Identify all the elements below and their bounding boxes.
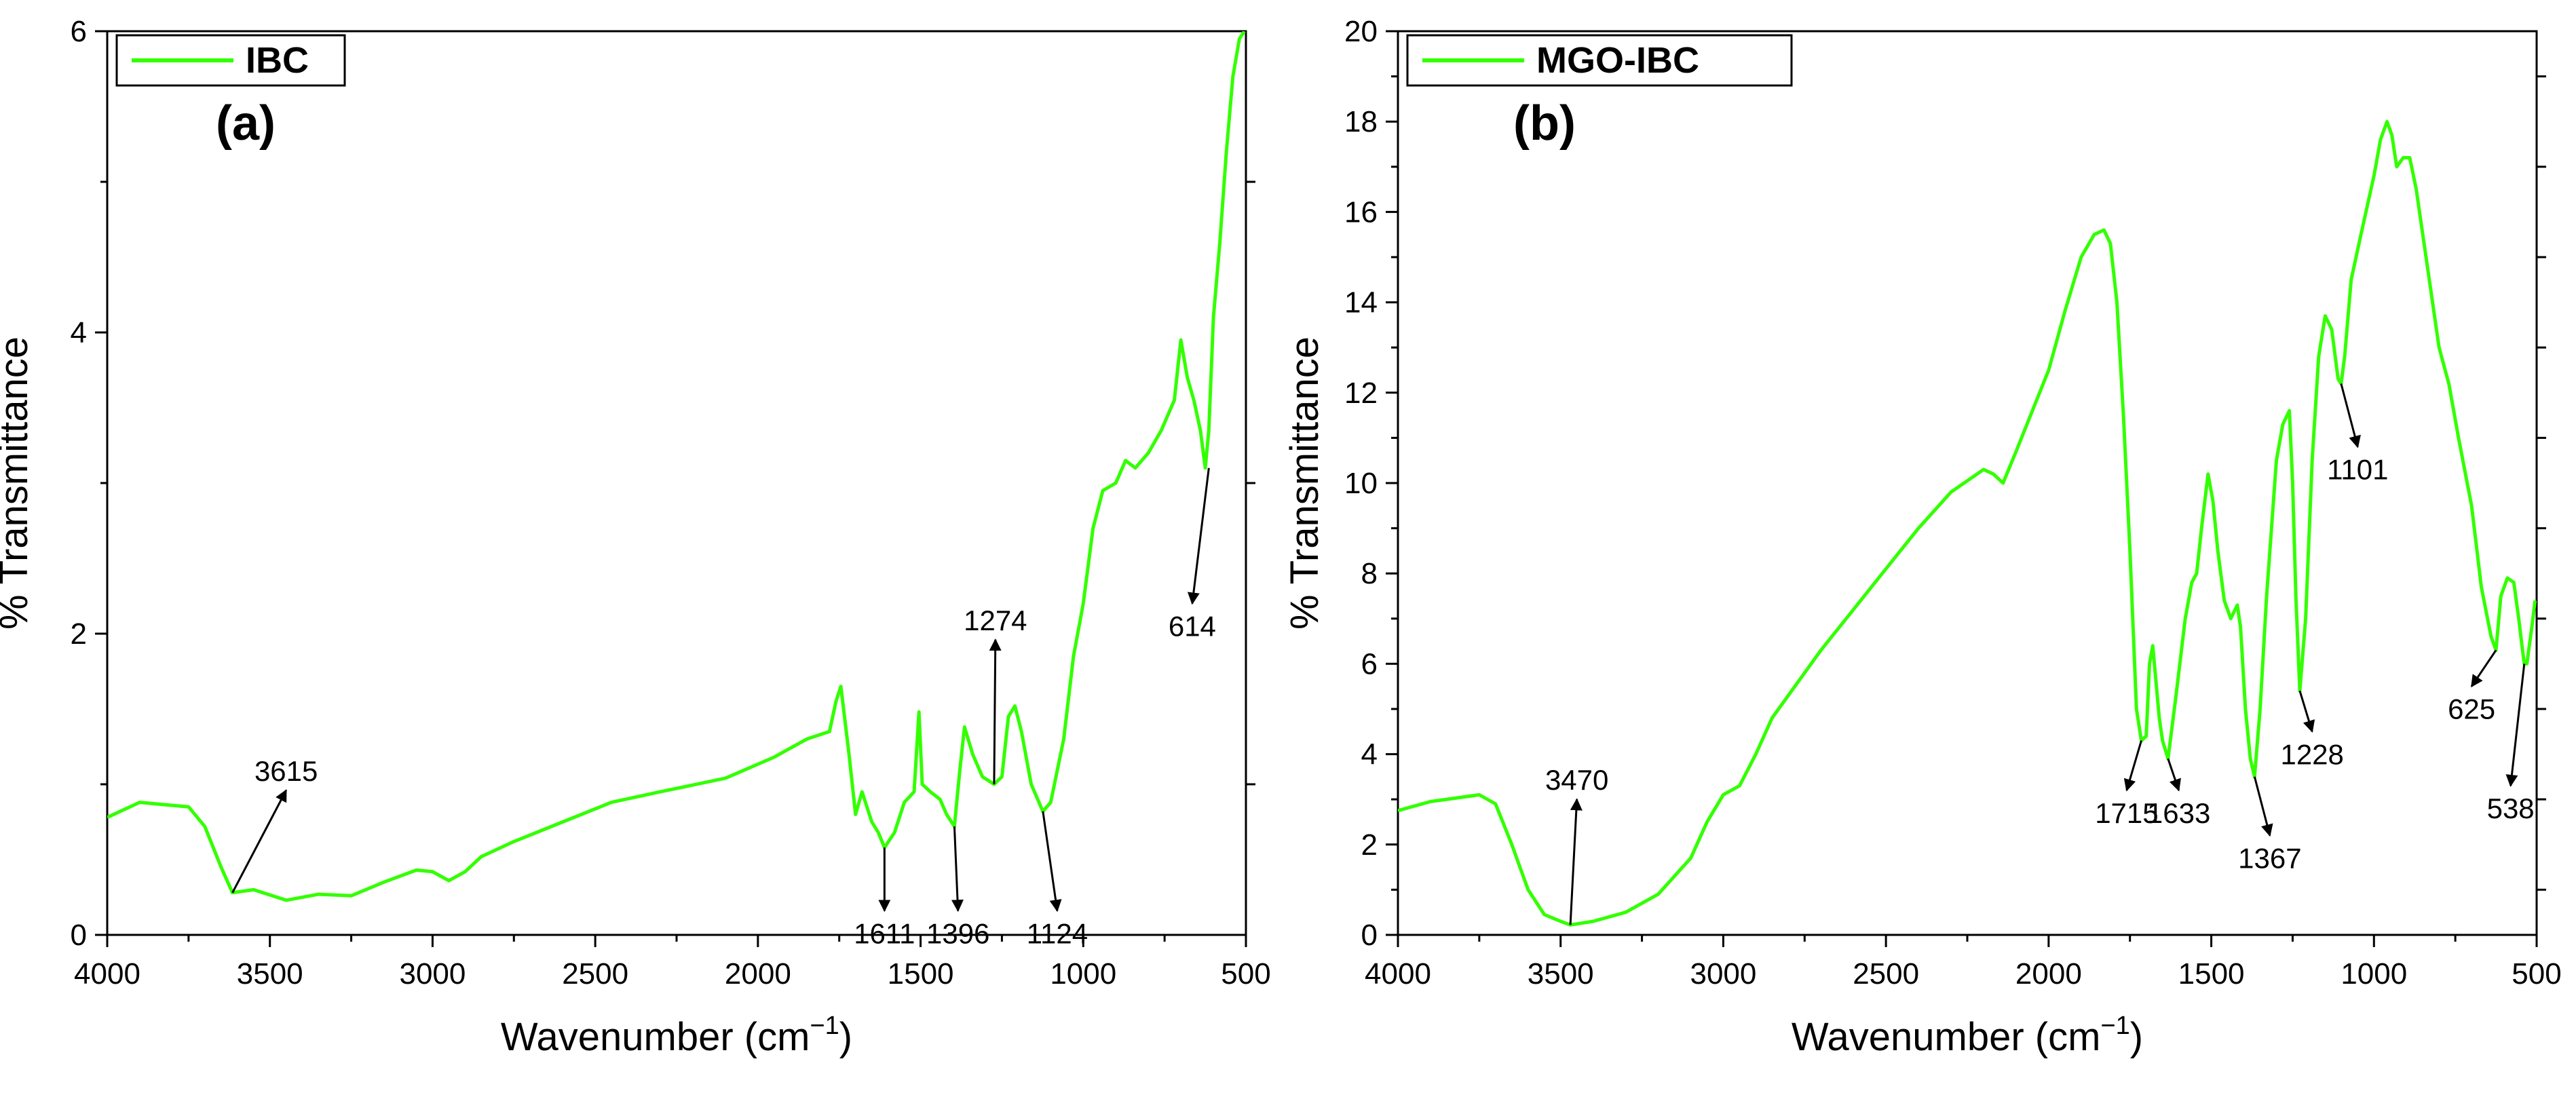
x-axis-label-superscript: −1: [2100, 1012, 2129, 1040]
annotation-arrow: [2123, 740, 2142, 792]
annotation-arrow: [2167, 758, 2181, 792]
x-tick-label: 2500: [562, 957, 628, 991]
x-tick-label: 500: [2512, 957, 2561, 991]
annotation-arrow: [951, 826, 964, 912]
chart-panel-a: 4000 3500 3000 2500 2000 1500 1000 500 0 2 4 6 Waven…: [0, 15, 1271, 1059]
y-tick-label: 18: [1344, 105, 1378, 138]
x-tick-label: 3500: [237, 957, 303, 991]
y-tick-label: 6: [1361, 647, 1378, 680]
annotation-label: 1611: [854, 917, 915, 949]
annotation-label: 614: [1169, 611, 1216, 642]
y-tick-label: 12: [1344, 377, 1378, 410]
x-tick-label: 1000: [2341, 957, 2407, 991]
annotation-label: 1228: [2280, 738, 2343, 770]
x-axis-label-close: ): [839, 1015, 852, 1059]
x-tick-label: 2500: [1853, 957, 1919, 991]
annotation-label: 1367: [2238, 842, 2301, 874]
x-axis-label-superscript: −1: [810, 1012, 839, 1040]
y-tick-label: 4: [1361, 738, 1378, 771]
legend-label: MGO-IBC: [1536, 40, 1699, 81]
x-axis-label-text: Wavenumber (cm: [1792, 1015, 2101, 1059]
x-tick-label: 1500: [888, 957, 954, 991]
annotation-label: 3615: [254, 755, 318, 787]
series-line-ibc: [107, 31, 1246, 902]
annotation-label: 1101: [2327, 454, 2388, 486]
x-tick-label: 500: [1221, 957, 1270, 991]
annotation-label: 1396: [926, 917, 989, 949]
x-tick-label: 4000: [74, 957, 140, 991]
y-tick-label: 0: [1361, 919, 1378, 952]
x-tick-label: 2000: [2015, 957, 2082, 991]
annotation-arrow: [2298, 690, 2315, 733]
annotation-label: 1124: [1027, 917, 1088, 949]
x-axis-label-text: Wavenumber (cm: [501, 1015, 810, 1059]
annotation-label: 1274: [964, 604, 1027, 636]
chart-panel-b: 4000 3500 3000 2500 2000 1500 1000 500 0 2 4 6 8 10 12…: [1283, 15, 2562, 1059]
annotation-arrow: [1569, 798, 1583, 925]
y-tick-label: 2: [71, 617, 87, 651]
y-tick-label: 8: [1361, 557, 1378, 590]
x-tick-label: 3000: [399, 957, 466, 991]
x-tick-label: 3000: [1690, 957, 1756, 991]
annotation-arrow: [2253, 776, 2273, 837]
annotation-label: 1715: [2095, 797, 2158, 829]
annotation-arrow: [989, 638, 1002, 785]
y-tick-label: 16: [1344, 195, 1378, 229]
annotation-arrow: [1042, 811, 1062, 912]
annotation-arrow: [1187, 467, 1210, 605]
legend-label: IBC: [246, 40, 309, 81]
x-tick-label: 3500: [1528, 957, 1594, 991]
y-axis-label: % Transmittance: [1283, 337, 1327, 630]
annotation-arrow: [2505, 664, 2526, 788]
x-tick-label: 1000: [1050, 957, 1116, 991]
x-axis-label: Wavenumber (cm−1): [1792, 1012, 2143, 1059]
y-tick-label: 20: [1344, 15, 1378, 48]
y-axis-label: % Transmittance: [0, 337, 36, 630]
legend: IBC: [115, 34, 346, 87]
annotation-label: 1633: [2147, 797, 2210, 829]
legend-box: [1406, 34, 1793, 87]
y-tick-label: 10: [1344, 467, 1378, 500]
panel-label: (b): [1513, 96, 1576, 151]
x-tick-label: 4000: [1365, 957, 1431, 991]
legend: MGO-IBC: [1406, 34, 1793, 87]
annotation-label: 3470: [1545, 764, 1608, 796]
y-tick-label: 2: [1361, 828, 1378, 862]
y-tick-label: 14: [1344, 286, 1378, 320]
annotation-label: 625: [2448, 693, 2495, 725]
plot-frame: [106, 30, 1247, 936]
series-line-mgo-ibc: [1398, 119, 2537, 927]
annotation-label: 538: [2487, 792, 2535, 824]
y-tick-label: 6: [71, 15, 87, 48]
x-tick-label: 1500: [2178, 957, 2245, 991]
annotation-arrow: [2470, 649, 2497, 688]
annotation-arrow: [2340, 383, 2361, 448]
y-tick-label: 4: [71, 316, 87, 349]
annotation-arrow: [231, 789, 288, 894]
panel-label: (a): [216, 96, 276, 151]
x-axis-label: Wavenumber (cm−1): [501, 1012, 852, 1059]
y-tick-label: 0: [71, 919, 87, 952]
x-axis-label-close: ): [2130, 1015, 2143, 1059]
x-tick-label: 2000: [725, 957, 791, 991]
